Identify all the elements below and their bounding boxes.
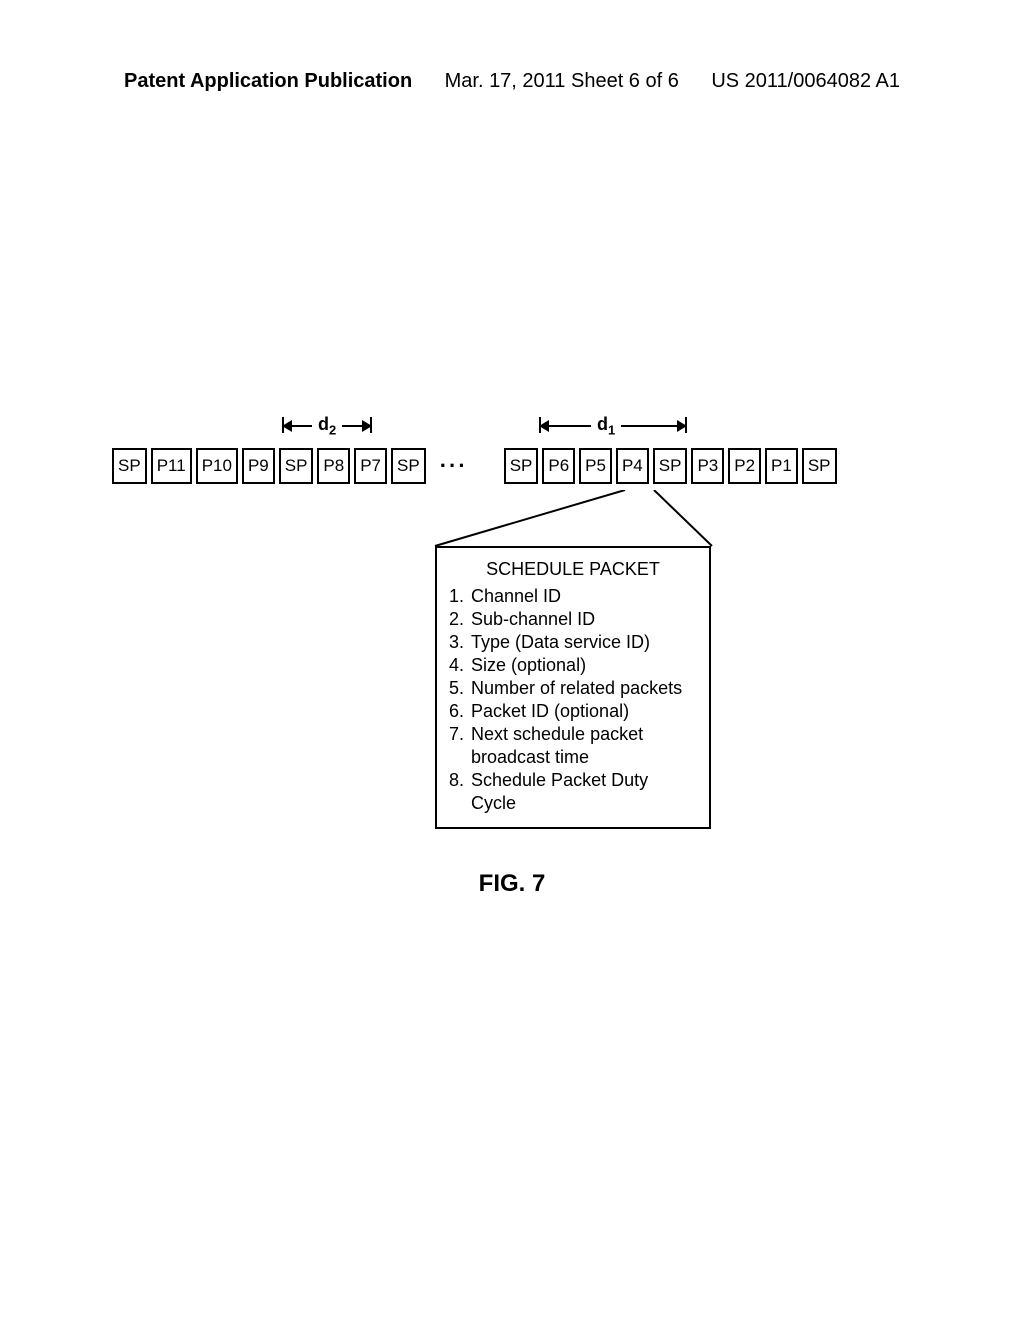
d1-label: d1 xyxy=(539,414,733,438)
list-number: 8. xyxy=(449,769,471,815)
packet-sp-callout: SP xyxy=(653,448,688,484)
schedule-item-3: 3.Type (Data service ID) xyxy=(449,631,697,654)
schedule-item-7: 7.Next schedule packet broadcast time xyxy=(449,723,697,769)
d1-sub: 1 xyxy=(608,423,615,438)
schedule-title: SCHEDULE PACKET xyxy=(449,558,697,581)
list-number: 3. xyxy=(449,631,471,654)
packet-sp: SP xyxy=(504,448,539,484)
packet-p5: P5 xyxy=(579,448,612,484)
packet-p10: P10 xyxy=(196,448,238,484)
d-label-row: d2 d1 xyxy=(112,414,912,444)
d1-base: d xyxy=(597,414,608,434)
packet-p7: P7 xyxy=(354,448,387,484)
d2-text: d2 xyxy=(312,414,342,438)
d2-sub: 2 xyxy=(329,423,336,438)
list-text: Packet ID (optional) xyxy=(471,700,697,723)
schedule-item-2: 2.Sub-channel ID xyxy=(449,608,697,631)
packet-sp: SP xyxy=(279,448,314,484)
schedule-packet-box: SCHEDULE PACKET 1.Channel ID 2.Sub-chann… xyxy=(435,546,711,829)
d1-arrow-left xyxy=(541,425,591,427)
page: Patent Application Publication Mar. 17, … xyxy=(0,0,1024,1320)
list-text: Size (optional) xyxy=(471,654,697,677)
packet-sp: SP xyxy=(802,448,837,484)
d2-arrow-left xyxy=(284,425,312,427)
list-text: Number of related packets xyxy=(471,677,697,700)
list-text: Type (Data service ID) xyxy=(471,631,697,654)
schedule-item-8: 8.Schedule Packet Duty Cycle xyxy=(449,769,697,815)
schedule-item-6: 6.Packet ID (optional) xyxy=(449,700,697,723)
list-number: 2. xyxy=(449,608,471,631)
callout-wedge-icon xyxy=(112,490,912,550)
list-number: 4. xyxy=(449,654,471,677)
d2-label: d2 xyxy=(282,414,408,438)
list-text: Channel ID xyxy=(471,585,697,608)
list-text: Sub-channel ID xyxy=(471,608,697,631)
schedule-item-5: 5.Number of related packets xyxy=(449,677,697,700)
header-left: Patent Application Publication xyxy=(124,70,412,93)
list-text: Schedule Packet Duty Cycle xyxy=(471,769,697,815)
list-text: Next schedule packet broadcast time xyxy=(471,723,697,769)
packet-p11: P11 xyxy=(151,448,192,484)
packet-row: SP P11 P10 P9 SP P8 P7 SP ··· SP P6 P5 P… xyxy=(112,448,912,484)
d1-arrow-right xyxy=(621,425,685,427)
d2-base: d xyxy=(318,414,329,434)
list-number: 7. xyxy=(449,723,471,769)
d2-arrow-right xyxy=(342,425,370,427)
packet-p3: P3 xyxy=(691,448,724,484)
schedule-item-4: 4.Size (optional) xyxy=(449,654,697,677)
packet-p8: P8 xyxy=(317,448,350,484)
list-number: 1. xyxy=(449,585,471,608)
header-mid: Mar. 17, 2011 Sheet 6 of 6 xyxy=(412,70,711,93)
d1-text: d1 xyxy=(591,414,621,438)
packet-p2: P2 xyxy=(728,448,761,484)
d2-right-tick xyxy=(370,417,372,433)
packet-p1: P1 xyxy=(765,448,798,484)
packet-p9: P9 xyxy=(242,448,275,484)
list-number: 6. xyxy=(449,700,471,723)
packet-diagram: d2 d1 SP P11 P10 P9 SP P8 xyxy=(112,414,912,490)
schedule-item-1: 1.Channel ID xyxy=(449,585,697,608)
header-right: US 2011/0064082 A1 xyxy=(711,70,900,93)
packet-sp: SP xyxy=(391,448,426,484)
figure-label: FIG. 7 xyxy=(0,870,1024,898)
packet-sp: SP xyxy=(112,448,147,484)
packet-ellipsis: ··· xyxy=(430,448,478,484)
packet-gap xyxy=(478,448,504,484)
d1-right-tick xyxy=(685,417,687,433)
page-header: Patent Application Publication Mar. 17, … xyxy=(0,70,1024,93)
schedule-list: 1.Channel ID 2.Sub-channel ID 3.Type (Da… xyxy=(449,585,697,815)
packet-p6: P6 xyxy=(542,448,575,484)
packet-p4: P4 xyxy=(616,448,649,484)
list-number: 5. xyxy=(449,677,471,700)
